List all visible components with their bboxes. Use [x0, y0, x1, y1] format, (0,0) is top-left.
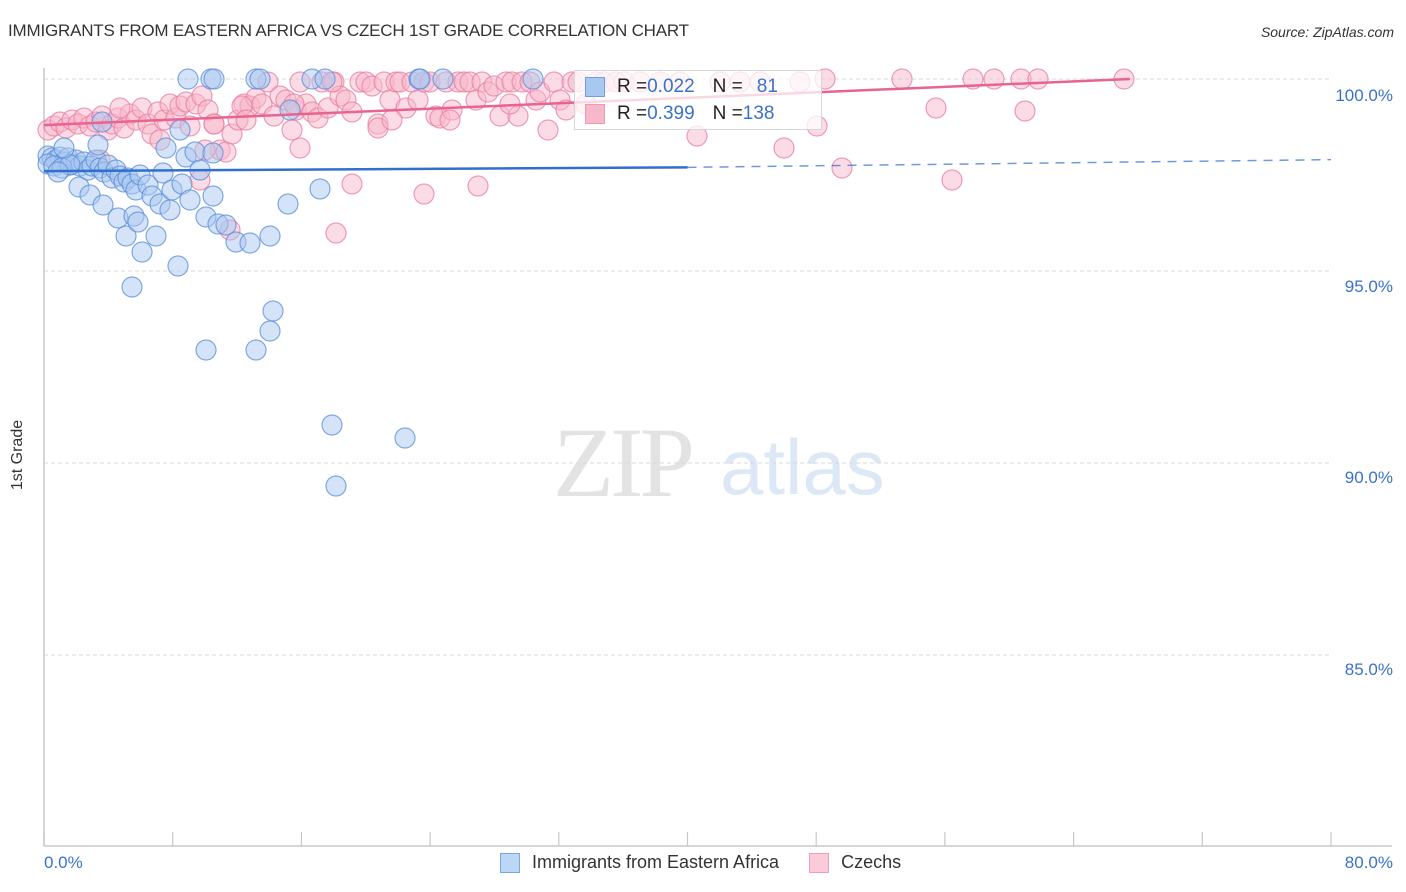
data-point [155, 137, 177, 159]
data-point [145, 225, 167, 247]
data-point [325, 222, 347, 244]
data-point [177, 68, 199, 90]
data-point [152, 162, 174, 184]
data-point [235, 109, 257, 131]
pink-swatch-icon [809, 852, 830, 873]
data-point [203, 68, 225, 90]
data-point [184, 141, 206, 163]
pink-swatch-icon [585, 104, 605, 124]
data-point [381, 109, 403, 131]
y-tick-90: 90.0% [1344, 468, 1393, 487]
data-point [407, 89, 429, 111]
chart-title: IMMIGRANTS FROM EASTERN AFRICA VS CZECH … [8, 21, 689, 40]
data-point [109, 97, 131, 119]
data-point [439, 109, 461, 131]
gridlines [44, 78, 1331, 656]
legend-label-czechs: Czechs [841, 852, 902, 872]
data-point [202, 185, 224, 207]
legend-item-eastern-africa[interactable]: Immigrants from Eastern Africa [500, 852, 779, 873]
data-point [259, 225, 281, 247]
data-point [277, 193, 299, 215]
data-point [262, 300, 284, 322]
data-point [309, 178, 331, 200]
y-tick-100: 100.0% [1335, 86, 1393, 105]
data-point [773, 137, 795, 159]
data-point [413, 183, 435, 205]
data-point [121, 276, 143, 298]
x-axis-ticks [43, 832, 1332, 846]
y-axis-label: 1st Grade [9, 419, 26, 491]
data-point [1014, 100, 1036, 122]
blue-trend-dashed [687, 158, 1332, 169]
data-point [962, 68, 984, 90]
data-point [195, 339, 217, 361]
n-value: 138 [742, 103, 775, 124]
data-point [202, 142, 224, 164]
y-tick-95: 95.0% [1344, 277, 1393, 296]
data-point [167, 255, 189, 277]
n-value: 81 [756, 76, 778, 97]
data-point [941, 169, 963, 191]
data-point [92, 194, 114, 216]
x-tick-left: 0.0% [44, 853, 83, 872]
data-point [281, 119, 303, 141]
data-point [53, 137, 75, 159]
data-point [325, 475, 347, 497]
data-point [831, 157, 853, 179]
data-point [159, 199, 181, 221]
data-point [127, 211, 149, 233]
data-point [341, 173, 363, 195]
data-point [239, 232, 261, 254]
data-point [1027, 68, 1049, 90]
data-point [279, 99, 301, 121]
data-point [179, 189, 201, 211]
data-point [394, 427, 416, 449]
source-label: Source: ZipAtlas.com [1260, 24, 1394, 40]
data-point [289, 137, 311, 159]
r-label: R = [617, 76, 648, 97]
data-point [314, 68, 336, 90]
data-point [115, 225, 137, 247]
n-label: N = [712, 76, 743, 97]
data-point [215, 214, 237, 236]
legend-item-czechs[interactable]: Czechs [809, 852, 901, 873]
data-point [925, 97, 947, 119]
y-tick-85: 85.0% [1344, 660, 1393, 679]
r-value: 0.022 [647, 76, 695, 97]
legend-label-eastern-africa: Immigrants from Eastern Africa [532, 852, 780, 872]
data-point [259, 320, 281, 342]
data-point [321, 414, 343, 436]
x-tick-right: 80.0% [1344, 853, 1393, 872]
data-point [537, 119, 559, 141]
blue-swatch-icon [585, 77, 605, 97]
data-point [409, 68, 431, 90]
blue-swatch-icon [500, 852, 520, 873]
data-point [522, 68, 544, 90]
data-point [467, 175, 489, 197]
data-point [169, 119, 191, 141]
series-legend: Immigrants from Eastern Africa Czechs [500, 852, 931, 873]
data-point [543, 71, 565, 93]
data-point [249, 68, 271, 90]
stats-legend: R = 0.022 N = 81 R = 0.399 N = 138 [574, 70, 822, 130]
data-point [891, 68, 913, 90]
r-value: 0.399 [647, 103, 695, 124]
data-point [245, 339, 267, 361]
n-label: N = [712, 103, 743, 124]
r-label: R = [617, 103, 648, 124]
watermark-atlas: atlas [720, 423, 885, 511]
legend-row-eastern-africa: R = 0.022 N = 81 [585, 75, 778, 99]
blue-trend-solid [43, 166, 688, 173]
legend-row-czechs: R = 0.399 N = 138 [585, 102, 774, 126]
data-point [131, 241, 153, 263]
data-point [432, 68, 454, 90]
data-point [87, 134, 109, 156]
